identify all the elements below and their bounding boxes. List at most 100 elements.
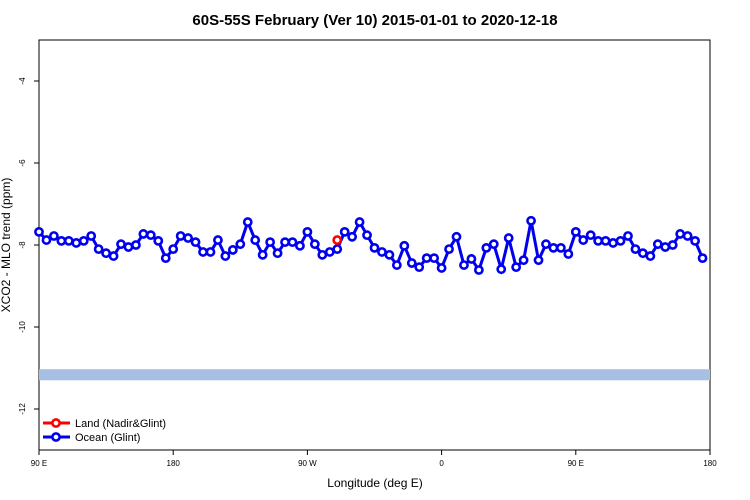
point bbox=[451, 231, 462, 242]
point bbox=[63, 235, 74, 246]
point bbox=[339, 226, 350, 237]
x-tick-label: 0 bbox=[439, 459, 444, 468]
point bbox=[436, 263, 447, 273]
x-axis-label: Longitude (deg E) bbox=[327, 476, 422, 490]
point bbox=[41, 235, 52, 245]
point bbox=[86, 231, 97, 241]
point bbox=[295, 240, 305, 251]
y-tick-label: -8 bbox=[18, 241, 27, 249]
point bbox=[667, 240, 678, 250]
point bbox=[652, 239, 663, 250]
point bbox=[280, 237, 290, 248]
legend-marker bbox=[51, 432, 61, 442]
point bbox=[488, 239, 499, 250]
point bbox=[56, 235, 67, 246]
point bbox=[459, 260, 469, 270]
point bbox=[391, 260, 402, 270]
point bbox=[429, 253, 440, 264]
point bbox=[272, 248, 283, 259]
point bbox=[615, 235, 626, 246]
point bbox=[555, 242, 566, 253]
point bbox=[600, 235, 611, 246]
point bbox=[347, 231, 358, 242]
point bbox=[250, 235, 261, 245]
point bbox=[190, 237, 201, 248]
point bbox=[496, 264, 507, 275]
point bbox=[153, 235, 164, 246]
legend-label: Ocean (Glint) bbox=[75, 432, 140, 444]
point bbox=[108, 251, 119, 261]
point bbox=[503, 233, 514, 243]
point bbox=[175, 231, 186, 241]
point bbox=[160, 253, 171, 264]
point bbox=[168, 244, 179, 254]
chart-title: 60S-55S February (Ver 10) 2015-01-01 to … bbox=[192, 12, 557, 29]
point bbox=[362, 230, 372, 241]
point bbox=[369, 242, 380, 253]
x-tick-label: 180 bbox=[167, 459, 181, 468]
point bbox=[578, 235, 589, 245]
point bbox=[675, 229, 686, 239]
point bbox=[183, 233, 194, 243]
point bbox=[421, 253, 432, 264]
point bbox=[585, 230, 596, 241]
point bbox=[265, 237, 276, 248]
point bbox=[548, 242, 559, 253]
point bbox=[697, 253, 708, 264]
point bbox=[473, 265, 484, 275]
point bbox=[332, 244, 343, 254]
x-tick-label: 90 W bbox=[298, 459, 317, 468]
point bbox=[444, 244, 454, 254]
point bbox=[608, 238, 618, 248]
point bbox=[511, 262, 522, 273]
point bbox=[384, 249, 395, 260]
point bbox=[309, 239, 320, 250]
point bbox=[541, 239, 551, 250]
y-tick-label: -4 bbox=[18, 77, 27, 85]
point bbox=[93, 244, 104, 254]
point bbox=[526, 215, 536, 226]
point bbox=[198, 247, 208, 257]
point bbox=[71, 238, 82, 248]
y-tick-label: -6 bbox=[18, 159, 27, 167]
point bbox=[481, 242, 492, 253]
legend-label: Land (Nadir&Glint) bbox=[75, 418, 166, 430]
point bbox=[123, 242, 134, 252]
point bbox=[138, 229, 149, 239]
point bbox=[131, 240, 141, 250]
point bbox=[302, 226, 313, 237]
point bbox=[570, 226, 581, 237]
point bbox=[317, 249, 328, 260]
point bbox=[145, 230, 156, 241]
point bbox=[660, 242, 671, 252]
point bbox=[205, 247, 216, 257]
point bbox=[235, 239, 246, 250]
point bbox=[399, 240, 410, 251]
point bbox=[533, 255, 544, 266]
y-tick-label: -10 bbox=[18, 321, 27, 333]
point bbox=[638, 248, 648, 259]
point bbox=[645, 251, 656, 261]
point bbox=[630, 244, 641, 254]
point bbox=[116, 239, 126, 250]
legend-marker bbox=[51, 418, 61, 428]
point bbox=[242, 217, 253, 227]
point bbox=[682, 231, 693, 241]
point bbox=[287, 237, 298, 248]
point bbox=[257, 249, 268, 260]
point bbox=[354, 217, 365, 227]
point bbox=[377, 247, 387, 257]
point bbox=[593, 235, 604, 246]
point bbox=[466, 254, 477, 264]
point bbox=[690, 235, 700, 246]
point bbox=[518, 255, 529, 266]
point bbox=[220, 251, 231, 261]
point bbox=[78, 235, 89, 246]
y-axis-label: XCO2 - MLO trend (ppm) bbox=[0, 178, 13, 313]
x-tick-label: 90 E bbox=[568, 459, 584, 468]
point bbox=[414, 262, 425, 273]
point bbox=[101, 248, 111, 259]
point bbox=[332, 235, 343, 245]
